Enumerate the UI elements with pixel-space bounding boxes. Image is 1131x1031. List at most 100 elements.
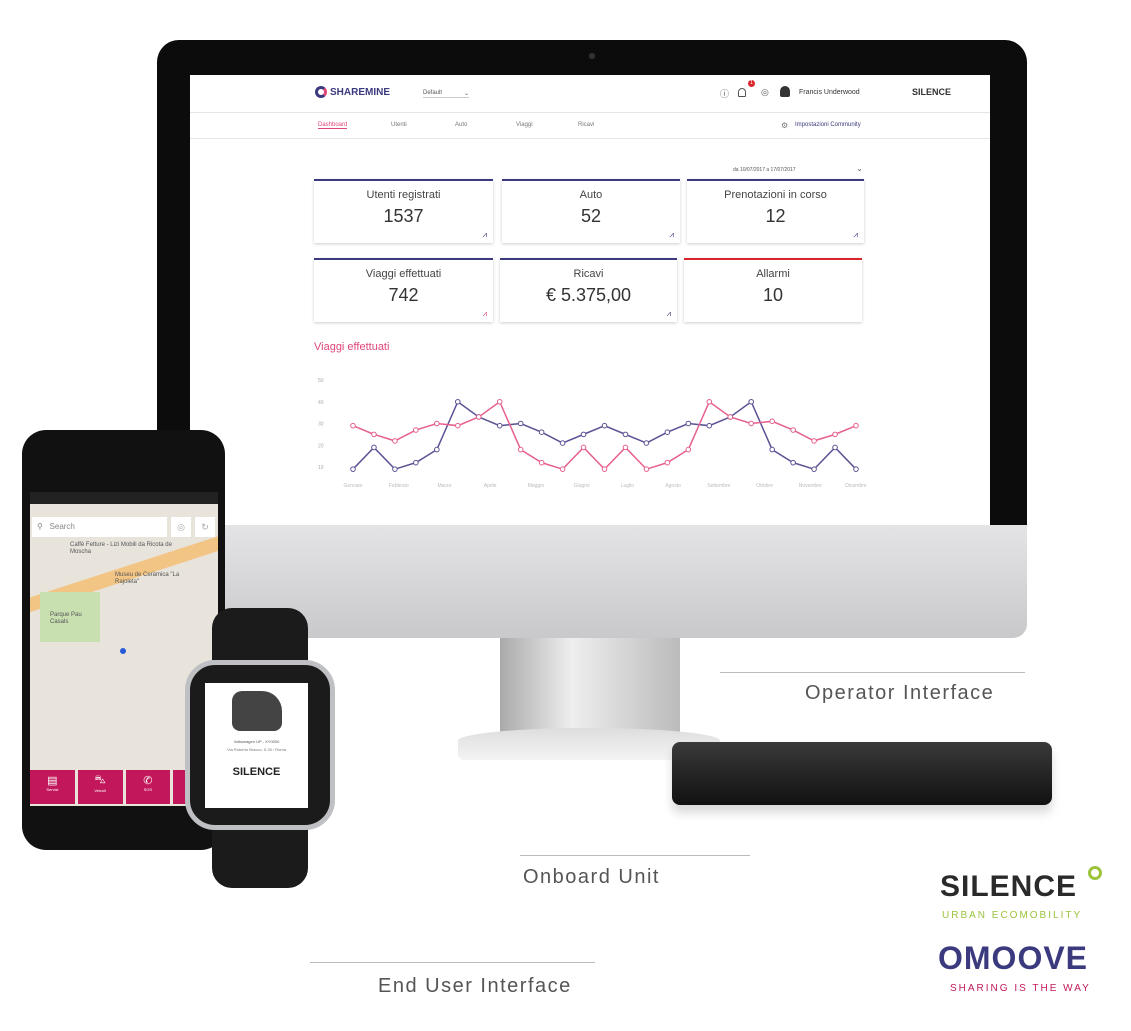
avatar[interactable] bbox=[780, 86, 790, 97]
chat-icon[interactable]: ◎ bbox=[761, 87, 769, 97]
data-point[interactable] bbox=[853, 466, 859, 472]
refresh-icon[interactable]: ↻ bbox=[195, 517, 215, 537]
data-point[interactable] bbox=[727, 414, 734, 420]
date-range-select[interactable]: da 10/07/2017 a 17/07/2017 ⌄ bbox=[733, 164, 863, 173]
data-point[interactable] bbox=[413, 427, 419, 433]
data-point[interactable] bbox=[496, 398, 503, 405]
map-label: Parque Pau Casals bbox=[50, 612, 82, 625]
data-point[interactable] bbox=[517, 446, 524, 453]
data-point[interactable] bbox=[706, 398, 713, 405]
book-icon: ▤ bbox=[47, 775, 58, 787]
data-point[interactable] bbox=[496, 422, 503, 429]
data-point[interactable] bbox=[664, 429, 671, 436]
data-point[interactable] bbox=[622, 444, 629, 451]
data-point[interactable] bbox=[538, 429, 545, 436]
data-point[interactable] bbox=[811, 466, 817, 472]
data-point[interactable] bbox=[853, 422, 859, 429]
scooter-image bbox=[231, 691, 282, 731]
trend-icon: ⩘ bbox=[666, 309, 671, 318]
tab-dashboard[interactable]: Dashboard bbox=[318, 122, 348, 129]
data-point[interactable] bbox=[350, 422, 356, 429]
data-point[interactable] bbox=[601, 466, 608, 472]
data-point[interactable] bbox=[538, 459, 545, 466]
phone-icon: ✆ bbox=[143, 775, 153, 787]
data-point[interactable] bbox=[832, 444, 838, 451]
chevron-down-icon: ⌄ bbox=[856, 164, 863, 173]
data-point[interactable] bbox=[580, 431, 587, 438]
search-input[interactable]: ⚲ Search bbox=[32, 517, 167, 537]
tab-auto[interactable]: Auto bbox=[455, 122, 468, 128]
data-point[interactable] bbox=[559, 440, 566, 446]
map-label: Museu de Ceràmica "La Rajoleta" bbox=[115, 572, 180, 585]
series-line-1 bbox=[352, 400, 857, 471]
x-tick-label: Giugno bbox=[574, 483, 590, 489]
data-point[interactable] bbox=[832, 431, 838, 438]
tab-ricavi[interactable]: Ricavi bbox=[578, 122, 595, 128]
data-point[interactable] bbox=[769, 418, 775, 425]
data-point[interactable] bbox=[685, 420, 692, 427]
data-point[interactable] bbox=[706, 422, 713, 429]
y-tick-label: 10 bbox=[318, 465, 324, 471]
data-point[interactable] bbox=[350, 466, 356, 472]
x-tick-label: Luglio bbox=[621, 483, 635, 489]
chart-title: Viaggi effettuati bbox=[314, 341, 390, 353]
brand-logo: SHAREMINE bbox=[330, 87, 391, 98]
silence-logo-dot bbox=[1088, 866, 1102, 880]
card-value: 742 bbox=[388, 285, 419, 305]
info-icon[interactable]: ⓘ bbox=[720, 89, 730, 99]
data-point[interactable] bbox=[748, 398, 755, 405]
card-allarmi[interactable]: Allarmi 10 bbox=[684, 258, 862, 322]
card-auto[interactable]: Auto 52 ⩘ bbox=[502, 179, 680, 243]
card-title: Utenti registrati bbox=[366, 189, 441, 201]
trips-line-chart: 10 20 30 40 50 Gennaio Febbraio Marzo Aprile Magg… bbox=[318, 378, 867, 489]
data-point[interactable] bbox=[371, 431, 377, 438]
vehicles-button[interactable]: ⛍ Veicoli bbox=[77, 770, 123, 804]
data-point[interactable] bbox=[643, 440, 650, 446]
data-point[interactable] bbox=[601, 422, 608, 429]
data-point[interactable] bbox=[664, 459, 671, 466]
card-viaggi[interactable]: Viaggi effettuati 742 ⩘ bbox=[314, 258, 493, 322]
silence-tagline: URBAN ECOMOBILITY bbox=[942, 910, 1083, 921]
data-point[interactable] bbox=[454, 422, 461, 429]
data-point[interactable] bbox=[643, 466, 650, 472]
data-point[interactable] bbox=[475, 414, 482, 420]
data-point[interactable] bbox=[559, 466, 566, 472]
data-point[interactable] bbox=[517, 420, 524, 427]
data-point[interactable] bbox=[790, 459, 796, 466]
tab-viaggi[interactable]: Viaggi bbox=[516, 122, 533, 128]
map-label: Caffè Fetture - Lizi Mobili da Ricota de… bbox=[70, 542, 172, 555]
data-point[interactable] bbox=[685, 446, 692, 453]
y-tick-label: 20 bbox=[318, 443, 324, 449]
status-bar bbox=[30, 492, 218, 504]
data-point[interactable] bbox=[580, 444, 587, 451]
card-prenotazioni[interactable]: Prenotazioni in corso 12 ⩘ bbox=[687, 179, 864, 243]
gear-icon[interactable]: ⚙ bbox=[781, 121, 789, 130]
data-point[interactable] bbox=[392, 438, 398, 444]
data-point[interactable] bbox=[748, 420, 755, 427]
data-point[interactable] bbox=[811, 438, 817, 444]
user-name[interactable]: Francis Underwood bbox=[799, 89, 860, 96]
data-point[interactable] bbox=[769, 446, 775, 453]
data-point[interactable] bbox=[790, 427, 796, 433]
data-point[interactable] bbox=[434, 446, 440, 453]
card-ricavi[interactable]: Ricavi € 5.375,00 ⩘ bbox=[500, 258, 677, 322]
bell-icon[interactable] bbox=[738, 88, 746, 97]
data-point[interactable] bbox=[392, 466, 398, 472]
data-point[interactable] bbox=[413, 459, 419, 466]
data-point[interactable] bbox=[371, 444, 377, 451]
services-button[interactable]: ▤ Servizi bbox=[30, 770, 75, 804]
watch-strap-bottom bbox=[212, 820, 308, 888]
camera bbox=[589, 53, 595, 59]
community-settings-link[interactable]: Impostazioni Community bbox=[795, 122, 861, 128]
callout-line bbox=[720, 672, 1025, 673]
card-title: Allarmi bbox=[756, 268, 790, 280]
data-point[interactable] bbox=[622, 431, 629, 438]
card-utenti-registrati[interactable]: Utenti registrati 1537 ⩘ bbox=[314, 179, 493, 243]
data-point[interactable] bbox=[454, 398, 461, 405]
card-title: Auto bbox=[579, 189, 603, 201]
locate-icon[interactable]: ◎ bbox=[171, 517, 191, 537]
data-point[interactable] bbox=[434, 420, 440, 427]
sos-button[interactable]: ✆ SOS bbox=[125, 770, 171, 804]
community-select[interactable]: Default ⌄ bbox=[423, 90, 469, 98]
tab-utenti[interactable]: Utenti bbox=[391, 122, 407, 128]
